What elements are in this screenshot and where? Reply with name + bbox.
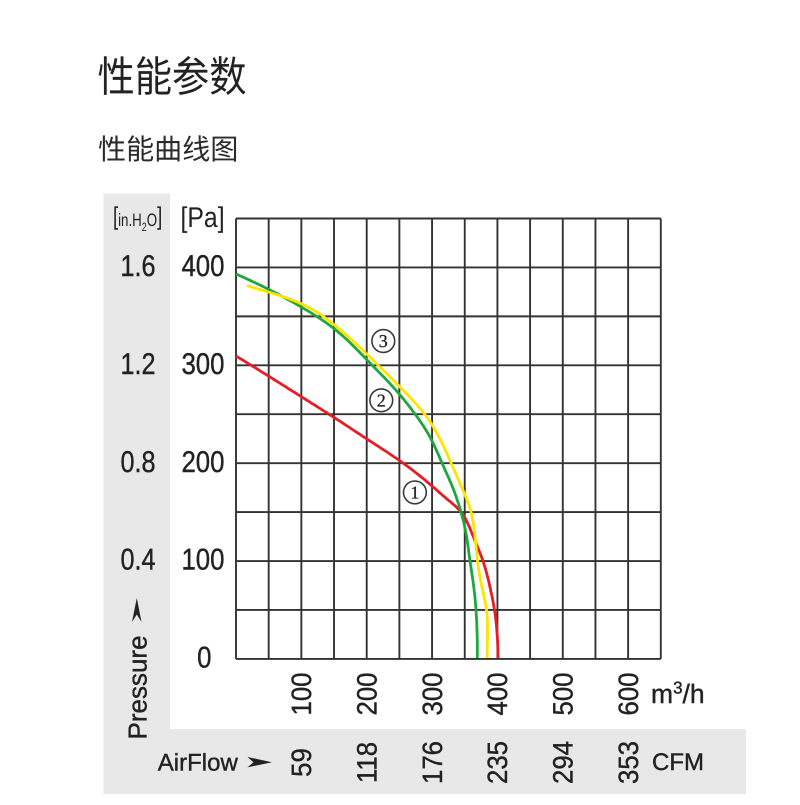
svg-text:[in.H2O]: [in.H2O]	[113, 203, 162, 235]
svg-text:176: 176	[417, 741, 448, 784]
svg-text:0: 0	[197, 642, 211, 675]
svg-text:500: 500	[548, 673, 579, 716]
svg-text:100: 100	[181, 544, 224, 577]
svg-text:300: 300	[181, 348, 224, 381]
svg-text:2: 2	[377, 391, 386, 411]
svg-text:294: 294	[548, 741, 579, 784]
svg-text:235: 235	[482, 741, 513, 784]
svg-text:353: 353	[613, 741, 644, 784]
svg-text:[Pa]: [Pa]	[181, 202, 225, 234]
svg-text:59: 59	[286, 748, 317, 777]
svg-text:200: 200	[352, 673, 383, 716]
svg-text:1.6: 1.6	[120, 250, 155, 283]
svg-text:3: 3	[379, 331, 388, 351]
svg-text:AirFlow: AirFlow	[158, 750, 239, 777]
svg-text:200: 200	[181, 446, 224, 479]
svg-text:CFM: CFM	[652, 749, 704, 776]
svg-text:118: 118	[352, 742, 383, 783]
svg-text:1.2: 1.2	[120, 348, 155, 381]
svg-text:300: 300	[417, 673, 448, 716]
svg-text:100: 100	[286, 673, 317, 716]
svg-text:0.8: 0.8	[120, 446, 155, 479]
svg-text:600: 600	[613, 673, 644, 716]
svg-text:Pressure: Pressure	[123, 635, 153, 739]
svg-text:0.4: 0.4	[120, 544, 155, 577]
svg-text:400: 400	[181, 250, 224, 283]
svg-text:1: 1	[410, 483, 419, 503]
svg-text:400: 400	[482, 673, 513, 716]
